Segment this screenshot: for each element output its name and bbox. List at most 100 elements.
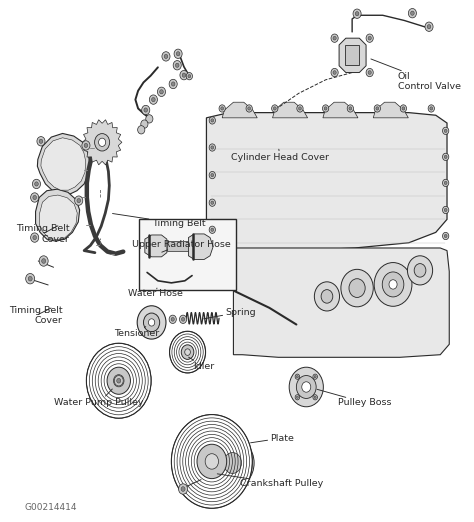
- Circle shape: [430, 107, 433, 110]
- Polygon shape: [39, 195, 77, 240]
- Circle shape: [114, 375, 123, 386]
- Circle shape: [246, 105, 252, 112]
- Circle shape: [313, 374, 318, 379]
- Circle shape: [32, 179, 40, 188]
- Polygon shape: [37, 134, 90, 194]
- Circle shape: [137, 306, 166, 339]
- Text: Timing Belt
Cover: Timing Belt Cover: [16, 224, 69, 244]
- Text: Spring: Spring: [204, 307, 256, 319]
- Circle shape: [31, 233, 39, 242]
- Text: G00214414: G00214414: [24, 503, 77, 512]
- Circle shape: [313, 395, 318, 400]
- Circle shape: [314, 282, 339, 311]
- Circle shape: [299, 107, 301, 110]
- Circle shape: [26, 274, 35, 284]
- Circle shape: [35, 182, 38, 186]
- Circle shape: [296, 396, 298, 398]
- Circle shape: [443, 232, 449, 240]
- Circle shape: [42, 259, 46, 263]
- Text: Idler: Idler: [189, 357, 214, 371]
- Polygon shape: [82, 120, 122, 165]
- Text: Pulley Boss: Pulley Boss: [317, 389, 391, 407]
- Text: Tensioner: Tensioner: [114, 327, 160, 338]
- Circle shape: [39, 256, 48, 266]
- Circle shape: [164, 54, 168, 58]
- Circle shape: [188, 75, 191, 78]
- Circle shape: [180, 315, 187, 324]
- Circle shape: [366, 68, 373, 77]
- Circle shape: [248, 107, 251, 110]
- Circle shape: [314, 396, 316, 398]
- Circle shape: [209, 144, 216, 151]
- Polygon shape: [339, 38, 366, 73]
- Polygon shape: [373, 102, 408, 118]
- Circle shape: [146, 115, 153, 123]
- Circle shape: [444, 129, 447, 133]
- Text: Cylinder Head Cover: Cylinder Head Cover: [231, 149, 329, 162]
- Circle shape: [209, 117, 216, 124]
- Bar: [345, 45, 359, 65]
- Circle shape: [99, 138, 106, 147]
- Circle shape: [33, 195, 36, 199]
- Circle shape: [389, 280, 397, 289]
- Circle shape: [333, 37, 336, 40]
- Polygon shape: [323, 102, 358, 118]
- Circle shape: [37, 137, 45, 146]
- Circle shape: [347, 105, 354, 112]
- Circle shape: [314, 375, 316, 378]
- Circle shape: [185, 349, 191, 355]
- Polygon shape: [189, 234, 213, 259]
- Circle shape: [444, 234, 447, 238]
- Circle shape: [86, 343, 151, 418]
- Polygon shape: [233, 248, 449, 358]
- Circle shape: [219, 105, 225, 112]
- Circle shape: [296, 375, 298, 378]
- Circle shape: [324, 107, 327, 110]
- Circle shape: [297, 105, 303, 112]
- Circle shape: [176, 52, 180, 56]
- Text: Timing Belt: Timing Belt: [112, 213, 205, 228]
- Circle shape: [39, 139, 43, 144]
- Circle shape: [171, 317, 174, 321]
- Circle shape: [402, 107, 405, 110]
- Circle shape: [382, 272, 404, 297]
- Circle shape: [349, 279, 365, 298]
- Circle shape: [444, 181, 447, 185]
- Circle shape: [181, 345, 194, 359]
- Circle shape: [374, 105, 381, 112]
- Circle shape: [205, 454, 219, 469]
- Circle shape: [77, 198, 81, 203]
- Circle shape: [427, 25, 431, 29]
- Circle shape: [444, 155, 447, 159]
- Circle shape: [162, 52, 170, 61]
- Polygon shape: [41, 138, 86, 190]
- Circle shape: [31, 193, 39, 202]
- Circle shape: [170, 331, 206, 373]
- Text: Crankshaft Pulley: Crankshaft Pulley: [217, 474, 323, 488]
- Polygon shape: [145, 235, 167, 257]
- Circle shape: [349, 107, 352, 110]
- Circle shape: [368, 37, 371, 40]
- Circle shape: [174, 49, 182, 58]
- Circle shape: [444, 208, 447, 211]
- Circle shape: [224, 453, 242, 473]
- Circle shape: [321, 290, 333, 303]
- Circle shape: [148, 319, 155, 326]
- Bar: [167, 241, 189, 251]
- Circle shape: [443, 153, 449, 161]
- Circle shape: [302, 382, 311, 392]
- Circle shape: [141, 120, 148, 128]
- Circle shape: [181, 487, 185, 491]
- Circle shape: [33, 235, 36, 240]
- Circle shape: [331, 68, 338, 77]
- Circle shape: [273, 107, 276, 110]
- Circle shape: [221, 107, 224, 110]
- Circle shape: [169, 79, 177, 89]
- Circle shape: [142, 105, 150, 115]
- Circle shape: [209, 171, 216, 179]
- Circle shape: [295, 374, 300, 379]
- Circle shape: [144, 108, 147, 112]
- Circle shape: [113, 375, 124, 387]
- Circle shape: [179, 484, 188, 494]
- Circle shape: [137, 126, 145, 134]
